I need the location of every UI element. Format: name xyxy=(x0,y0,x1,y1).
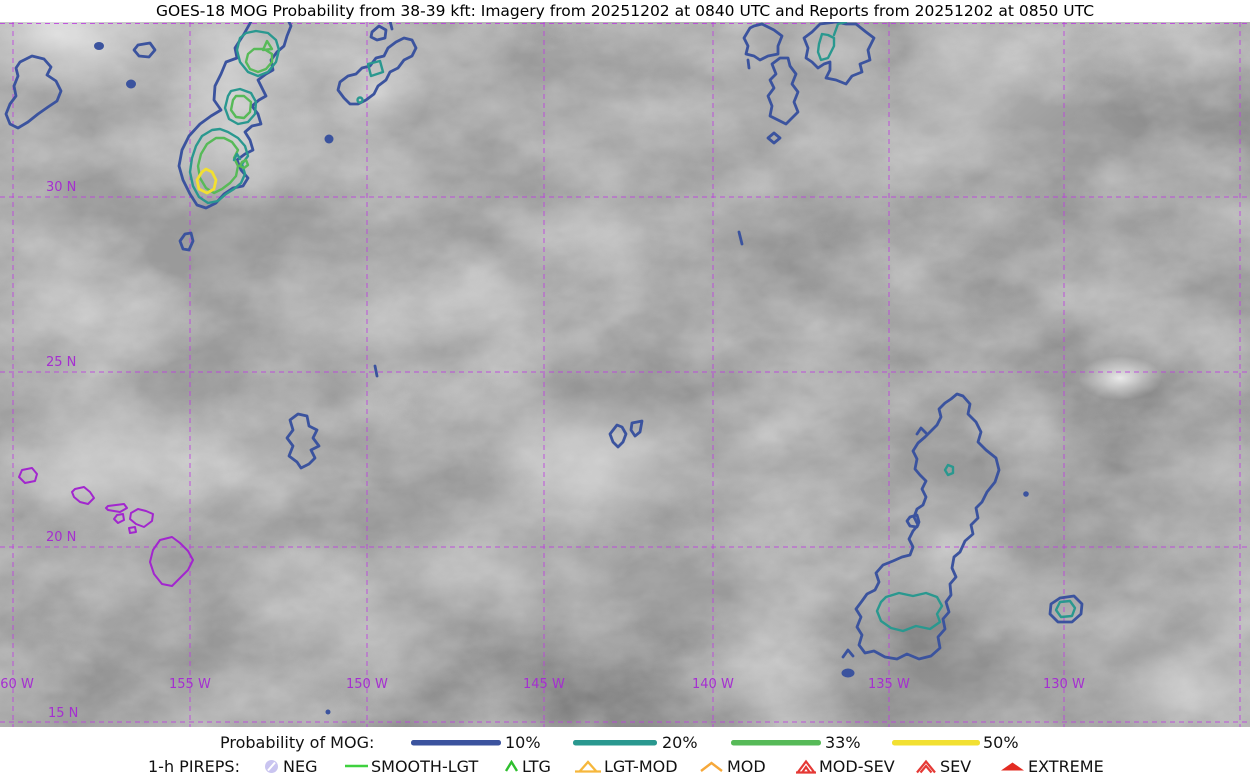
lat-label-30n: 30 N xyxy=(46,180,77,195)
lon-label-140w: 140 W xyxy=(692,677,734,692)
pirep-extreme-label: EXTREME xyxy=(1028,757,1104,776)
pirep-neg-label: NEG xyxy=(283,757,318,776)
pirep-lgt-mod-label: LGT-MOD xyxy=(604,757,678,776)
lon-label-130w: 130 W xyxy=(1043,677,1085,692)
mog-50-label: 50% xyxy=(983,733,1019,752)
pireps-legend-row: 1-h PIREPS: NEG SMOOTH-LGT LTG LGT-MOD M… xyxy=(0,755,1250,779)
pirep-ltg-icon xyxy=(504,760,519,772)
mog-legend-title: Probability of MOG: xyxy=(220,733,375,752)
satellite-map[interactable]: 30 N 25 N 20 N 15 N 160 W 155 W 150 W 14… xyxy=(0,22,1250,727)
mog-50-swatch xyxy=(892,740,980,746)
pirep-mod-label: MOD xyxy=(727,757,766,776)
pirep-ltg-label: LTG xyxy=(522,757,551,776)
page-title: GOES-18 MOG Probability from 38-39 kft: … xyxy=(155,2,1095,20)
latlon-grid xyxy=(0,22,1250,727)
legend: Probability of MOG: 10% 20% 33% 50% 1-h … xyxy=(0,727,1250,782)
lon-label-160w: 160 W xyxy=(0,677,34,692)
pirep-neg-icon xyxy=(265,760,278,773)
mog-20-label: 20% xyxy=(662,733,698,752)
lat-label-15n: 15 N xyxy=(48,706,79,721)
mog-10-swatch xyxy=(411,740,501,746)
satellite-imagery xyxy=(0,22,1250,727)
pirep-sev-label: SEV xyxy=(940,757,972,776)
lon-label-150w: 150 W xyxy=(346,677,388,692)
lon-label-155w: 155 W xyxy=(169,677,211,692)
pirep-extreme-icon xyxy=(1001,762,1024,771)
lon-label-145w: 145 W xyxy=(523,677,565,692)
pireps-legend-title: 1-h PIREPS: xyxy=(148,757,240,776)
mog-10-label: 10% xyxy=(505,733,541,752)
pirep-lgt-mod-icon xyxy=(575,760,601,773)
mog-33-swatch xyxy=(731,740,821,746)
pirep-sev-icon xyxy=(916,759,936,774)
mog-20-swatch xyxy=(573,740,657,746)
pirep-mod-sev-icon xyxy=(796,759,816,774)
hawaiian-islands-outline xyxy=(18,467,194,587)
mog-probability-contours xyxy=(4,22,1084,715)
pirep-mod-sev-label: MOD-SEV xyxy=(819,757,895,776)
pirep-mod-icon xyxy=(700,761,723,772)
lat-label-20n: 20 N xyxy=(46,530,77,545)
mog-33-label: 33% xyxy=(825,733,861,752)
pirep-smooth-lgt-icon xyxy=(345,764,368,768)
mog-legend-row: Probability of MOG: 10% 20% 33% 50% xyxy=(0,732,1250,756)
lon-label-135w: 135 W xyxy=(868,677,910,692)
lat-label-25n: 25 N xyxy=(46,355,77,370)
satellite-background xyxy=(0,22,1250,727)
pirep-smooth-lgt-label: SMOOTH-LGT xyxy=(371,757,479,776)
